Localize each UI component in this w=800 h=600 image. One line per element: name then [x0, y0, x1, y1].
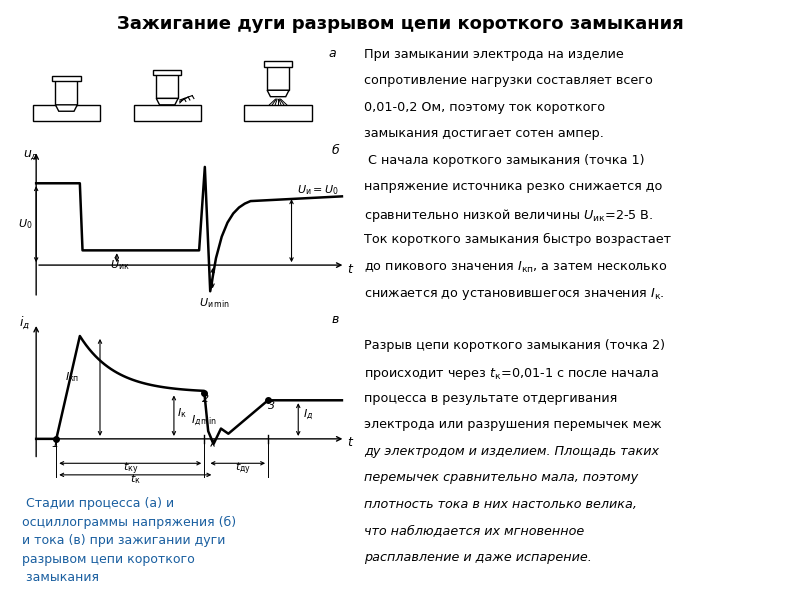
- Text: $I_д$: $I_д$: [303, 407, 314, 422]
- Text: а: а: [329, 47, 336, 60]
- Text: происходит через $t_{\rm к}$=0,01-1 с после начала: происходит через $t_{\rm к}$=0,01-1 с по…: [364, 365, 658, 382]
- Text: в: в: [332, 313, 339, 326]
- Polygon shape: [267, 90, 289, 97]
- Text: С начала короткого замыкания (точка 1): С начала короткого замыкания (точка 1): [364, 154, 645, 167]
- Text: что наблюдается их мгновенное: что наблюдается их мгновенное: [364, 524, 584, 537]
- Text: замыкания достигает сотен ампер.: замыкания достигает сотен ампер.: [364, 127, 604, 140]
- Text: $t$: $t$: [347, 436, 354, 449]
- Text: электрода или разрушения перемычек меж: электрода или разрушения перемычек меж: [364, 418, 662, 431]
- Text: процесса в результате отдергивания: процесса в результате отдергивания: [364, 392, 618, 405]
- Text: $t_{\rm ку}$: $t_{\rm ку}$: [122, 460, 138, 477]
- Bar: [156, 72, 178, 98]
- Text: Зажигание дуги разрывом цепи короткого замыкания: Зажигание дуги разрывом цепи короткого з…: [117, 15, 683, 33]
- Text: расплавление и даже испарение.: расплавление и даже испарение.: [364, 551, 592, 564]
- Text: перемычек сравнительно мала, поэтому: перемычек сравнительно мала, поэтому: [364, 472, 638, 484]
- Text: 0,01-0,2 Ом, поэтому ток короткого: 0,01-0,2 Ом, поэтому ток короткого: [364, 101, 605, 114]
- Text: 2: 2: [202, 394, 210, 404]
- Text: $i_д$: $i_д$: [19, 314, 30, 331]
- Text: напряжение источника резко снижается до: напряжение источника резко снижается до: [364, 180, 662, 193]
- Text: 1: 1: [51, 439, 58, 449]
- Bar: [264, 61, 292, 67]
- Bar: [55, 79, 78, 105]
- Text: $t_{\rm к}$: $t_{\rm к}$: [130, 473, 141, 487]
- Text: $U_0$: $U_0$: [18, 217, 32, 231]
- Text: $U_{\rm ик}$: $U_{\rm ик}$: [110, 259, 130, 272]
- Text: $I_{\rm к}$: $I_{\rm к}$: [178, 406, 187, 419]
- Polygon shape: [156, 98, 178, 105]
- Text: ду электродом и изделием. Площадь таких: ду электродом и изделием. Площадь таких: [364, 445, 659, 458]
- Bar: [52, 76, 81, 81]
- Bar: [33, 105, 100, 121]
- Text: плотность тока в них настолько велика,: плотность тока в них настолько велика,: [364, 498, 637, 511]
- Text: $u_д$: $u_д$: [22, 148, 38, 163]
- Text: до пикового значения $I_{\rm кп}$, а затем несколько: до пикового значения $I_{\rm кп}$, а зат…: [364, 260, 667, 275]
- Text: сравнительно низкой величины $U_{\rm ик}$=2-5 В.: сравнительно низкой величины $U_{\rm ик}…: [364, 207, 654, 224]
- Text: б: б: [332, 144, 339, 157]
- Bar: [134, 105, 201, 121]
- Text: 3: 3: [268, 401, 275, 411]
- Bar: [267, 64, 289, 90]
- Text: Разрыв цепи короткого замыкания (точка 2): Разрыв цепи короткого замыкания (точка 2…: [364, 339, 665, 352]
- Text: При замыкании электрода на изделие: При замыкании электрода на изделие: [364, 48, 624, 61]
- Text: $U_{\rm и}=U_0$: $U_{\rm и}=U_0$: [297, 183, 338, 197]
- Text: $U_{\rm и\,min}$: $U_{\rm и\,min}$: [199, 296, 230, 310]
- Text: $I_{\rm кп}$: $I_{\rm кп}$: [66, 370, 80, 383]
- Bar: [245, 105, 312, 121]
- Text: $t$: $t$: [347, 263, 354, 276]
- Text: сопротивление нагрузки составляет всего: сопротивление нагрузки составляет всего: [364, 74, 653, 88]
- Text: Ток короткого замыкания быстро возрастает: Ток короткого замыкания быстро возрастае…: [364, 233, 671, 246]
- Text: $t_{\rm ду}$: $t_{\rm ду}$: [234, 460, 251, 477]
- Text: снижается до установившегося значения $I_{\rm к}$.: снижается до установившегося значения $I…: [364, 286, 665, 302]
- Bar: [153, 70, 182, 75]
- Text: $I_{д\,\rm min}$: $I_{д\,\rm min}$: [191, 414, 217, 428]
- Polygon shape: [55, 105, 78, 111]
- Text: Стадии процесса (а) и
осциллограммы напряжения (б)
и тока (в) при зажигании дуги: Стадии процесса (а) и осциллограммы напр…: [22, 497, 236, 584]
